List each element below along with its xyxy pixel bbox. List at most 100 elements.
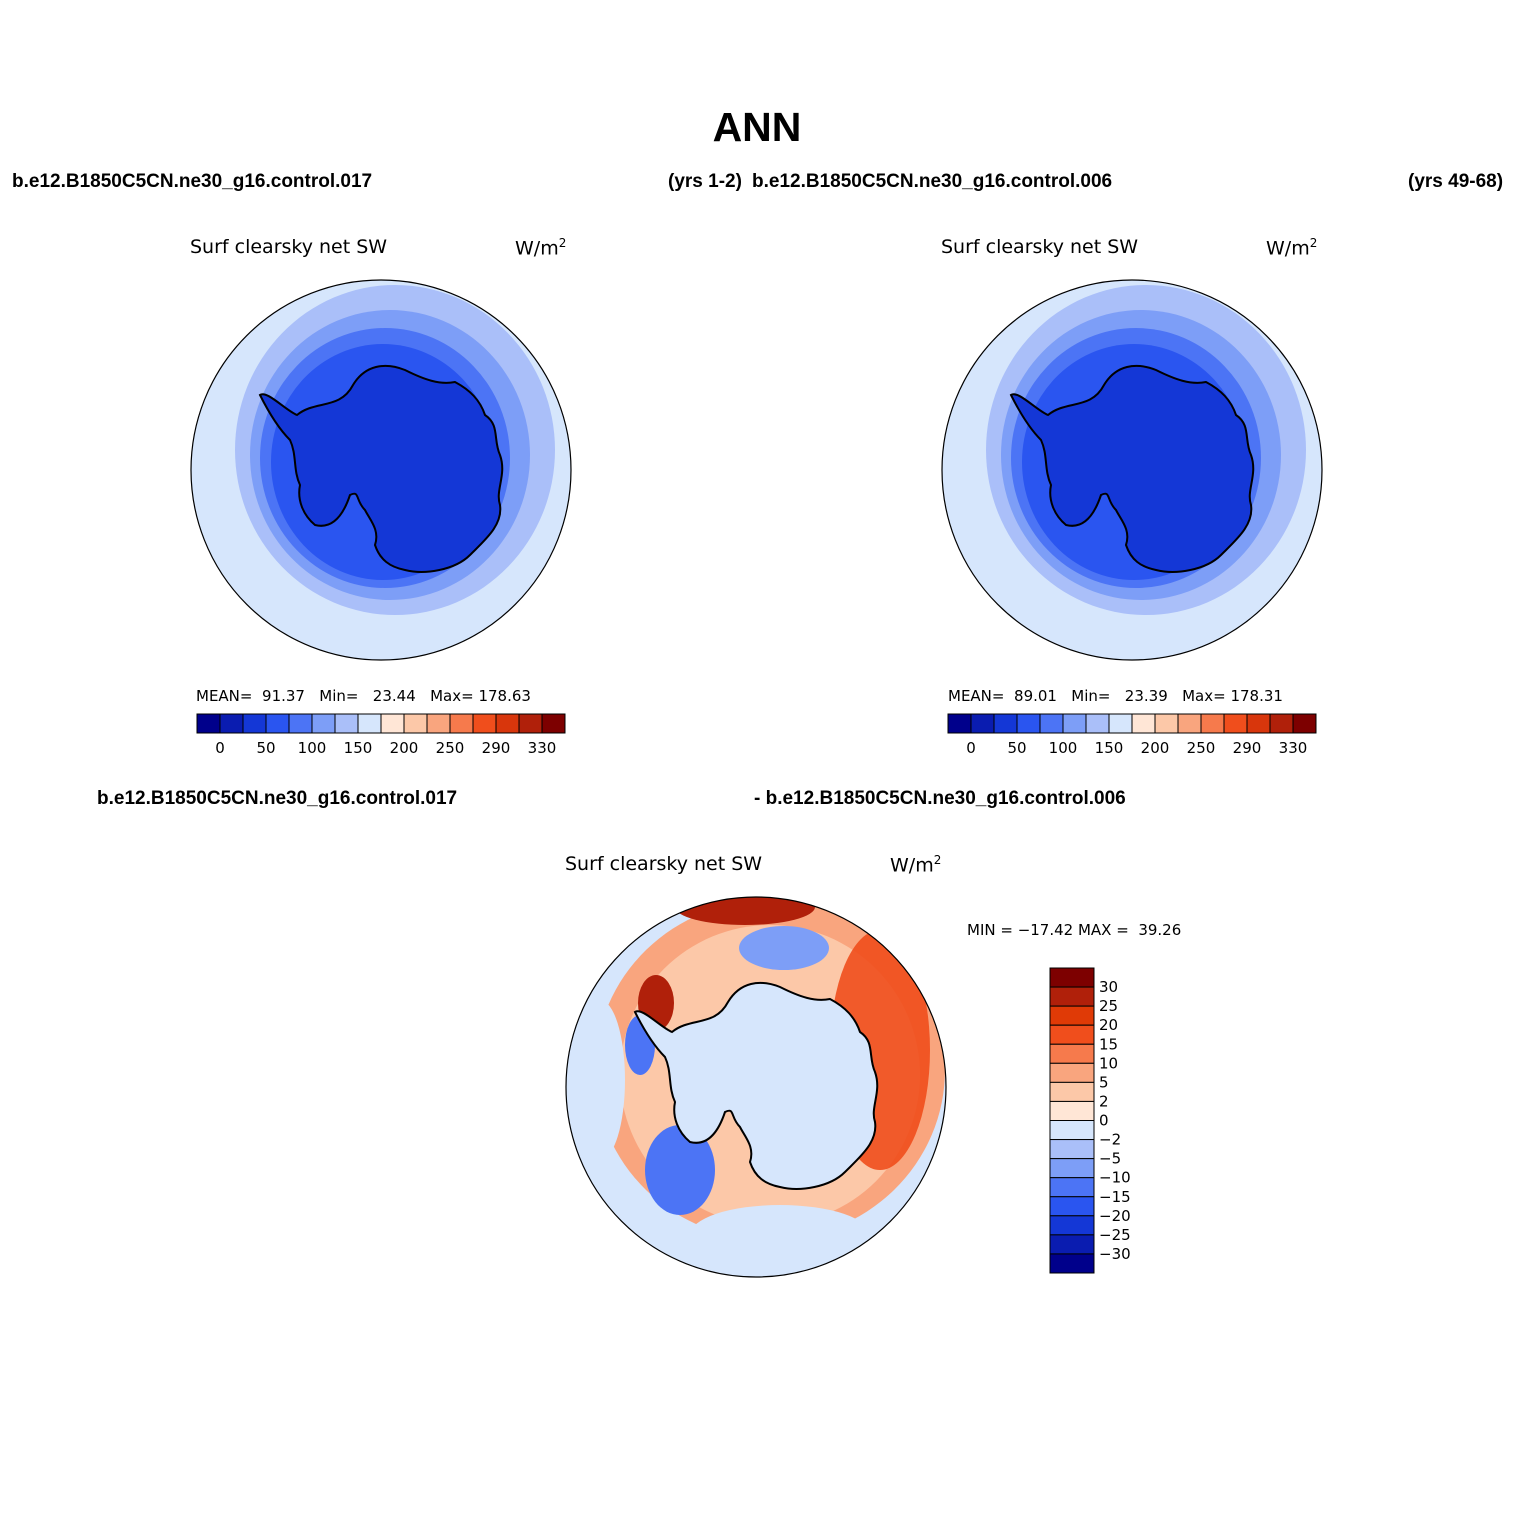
diff-variable: Surf clearsky net SW: [565, 853, 763, 875]
panel2-colorbar-tick-label: 330: [1279, 739, 1308, 757]
panel1-colorbar-swatch-9: [403, 713, 428, 734]
diff-colorbar-tick-label: 0: [1099, 1112, 1109, 1130]
plot-title: ANN: [712, 104, 802, 150]
panel1-colorbar-tick-label: 330: [528, 739, 557, 757]
panel2-colorbar-swatch-0: [947, 713, 972, 734]
diff-colorbar-tick-label: 10: [1099, 1054, 1118, 1072]
diff-colorbar-swatch-12: [1049, 1196, 1095, 1217]
panel2-colorbar-swatch-2: [993, 713, 1018, 734]
panel2-colorbar-tick-label: 100: [1049, 739, 1078, 757]
diff-neutral-south: [690, 1205, 870, 1265]
panel1-colorbar-tick-label: 200: [390, 739, 419, 757]
panel2-stats: MEAN= 89.01 Min= 23.39 Max= 178.31: [948, 687, 1283, 705]
panel1-colorbar-swatch-15: [541, 713, 566, 734]
diff-colorbar-tick-label: −25: [1099, 1226, 1131, 1244]
panel1-colorbar-swatch-4: [288, 713, 313, 734]
panel2-colorbar-swatch-13: [1246, 713, 1271, 734]
panel1-colorbar-swatch-5: [311, 713, 336, 734]
panel2-variable: Surf clearsky net SW: [941, 236, 1139, 258]
diff-colorbar-swatch-6: [1049, 1081, 1095, 1102]
case1-header: b.e12.B1850C5CN.ne30_g16.control.017: [12, 171, 373, 192]
diff-colorbar-swatch-1: [1049, 986, 1095, 1007]
diff-colorbar-tick-label: −20: [1099, 1207, 1131, 1225]
panel1-colorbar-swatch-7: [357, 713, 382, 734]
panel1-colorbar-swatch-12: [472, 713, 497, 734]
diff-colorbar-tick-label: 2: [1099, 1092, 1109, 1110]
panel1-map: [191, 280, 571, 660]
diff-colorbar-swatch-3: [1049, 1024, 1095, 1045]
diff-colorbar-swatch-7: [1049, 1100, 1095, 1121]
panel2-colorbar-tick-label: 0: [966, 739, 976, 757]
panel2-colorbar-swatch-10: [1177, 713, 1202, 734]
panel1-colorbar-swatch-8: [380, 713, 405, 734]
panel1-colorbar-tick-label: 150: [344, 739, 373, 757]
diff-neutral-west: [575, 1000, 625, 1160]
diff-colorbar-tick-label: 30: [1099, 978, 1118, 996]
panel2-colorbar-swatch-5: [1062, 713, 1087, 734]
panel1-colorbar-swatch-6: [334, 713, 359, 734]
panel1-colorbar-swatch-11: [449, 713, 474, 734]
diff-colorbar-swatch-11: [1049, 1177, 1095, 1198]
diff-colorbar-tick-label: 15: [1099, 1035, 1118, 1053]
panel2-colorbar-swatch-1: [970, 713, 995, 734]
diff-header-left: b.e12.B1850C5CN.ne30_g16.control.017: [97, 788, 458, 809]
panel2-colorbar-swatch-8: [1131, 713, 1156, 734]
panel1-colorbar-tick-label: 0: [215, 739, 225, 757]
panel1-units: W/m2: [515, 236, 567, 260]
panel2-colorbar-swatch-6: [1085, 713, 1110, 734]
diff-colorbar-swatch-15: [1049, 1253, 1095, 1274]
panel2-colorbar-swatch-4: [1039, 713, 1064, 734]
diff-colorbar-tick-label: −2: [1099, 1131, 1121, 1149]
case2-header: b.e12.B1850C5CN.ne30_g16.control.006: [752, 171, 1113, 192]
panel2-colorbar-tick-label: 50: [1007, 739, 1026, 757]
diff-colorbar-swatch-5: [1049, 1062, 1095, 1083]
panel1-colorbar-swatch-10: [426, 713, 451, 734]
diff-colorbar-swatch-8: [1049, 1120, 1095, 1141]
panel1-colorbar-swatch-14: [518, 713, 543, 734]
diff-colorbar-swatch-14: [1049, 1234, 1095, 1255]
panel1-colorbar-swatch-2: [242, 713, 267, 734]
diff-colorbar-tick-label: 5: [1099, 1073, 1109, 1091]
diff-colorbar-tick-label: −5: [1099, 1150, 1121, 1168]
diff-colorbar-tick-label: 25: [1099, 997, 1118, 1015]
diff-minmax: MIN = −17.42 MAX = 39.26: [967, 921, 1182, 939]
panel2-colorbar-tick-label: 250: [1187, 739, 1216, 757]
diff-colorbar-swatch-4: [1049, 1043, 1095, 1064]
diff-colorbar-swatch-10: [1049, 1158, 1095, 1179]
diff-colorbar-swatch-13: [1049, 1215, 1095, 1236]
panel2-colorbar-swatch-7: [1108, 713, 1133, 734]
panel1-colorbar-swatch-3: [265, 713, 290, 734]
panel2-colorbar-swatch-11: [1200, 713, 1225, 734]
panel1-colorbar-tick-label: 50: [256, 739, 275, 757]
panel1-map-border: [190, 279, 572, 661]
case1-years: (yrs 1-2): [668, 171, 742, 192]
diff-map: [566, 897, 946, 1277]
diff-header-right: - b.e12.B1850C5CN.ne30_g16.control.006: [754, 788, 1126, 809]
panel1-colorbar-swatch-0: [196, 713, 221, 734]
panel1-colorbar-tick-label: 290: [482, 739, 511, 757]
panel2-colorbar-tick-label: 200: [1141, 739, 1170, 757]
panel2-colorbar-tick-label: 150: [1095, 739, 1124, 757]
panel2-units: W/m2: [1266, 236, 1318, 260]
panel2-map: [942, 280, 1322, 660]
diff-colorbar-tick-label: −15: [1099, 1188, 1131, 1206]
diff-colorbar-swatch-9: [1049, 1139, 1095, 1160]
diff-colorbar-tick-label: −10: [1099, 1169, 1131, 1187]
panel2-colorbar: 0 50 100 150 200 250 290 330: [947, 713, 1317, 757]
diff-colorbar-tick-label: 20: [1099, 1016, 1118, 1034]
diff-map-border: [565, 896, 947, 1278]
diff-units: W/m2: [890, 853, 942, 877]
panel1-colorbar-tick-label: 250: [436, 739, 465, 757]
case2-years: (yrs 49-68): [1408, 171, 1504, 192]
panel1-colorbar-swatch-1: [219, 713, 244, 734]
panel1-colorbar: 0 50 100 150 200 250 290 330: [196, 713, 566, 757]
diff-colorbar-swatch-2: [1049, 1005, 1095, 1026]
panel2-colorbar-swatch-3: [1016, 713, 1041, 734]
diff-neg-north: [739, 926, 829, 970]
diff-colorbar-tick-label: −30: [1099, 1245, 1131, 1263]
panel1-colorbar-swatch-13: [495, 713, 520, 734]
panel2-colorbar-swatch-12: [1223, 713, 1248, 734]
panel2-colorbar-swatch-14: [1269, 713, 1294, 734]
